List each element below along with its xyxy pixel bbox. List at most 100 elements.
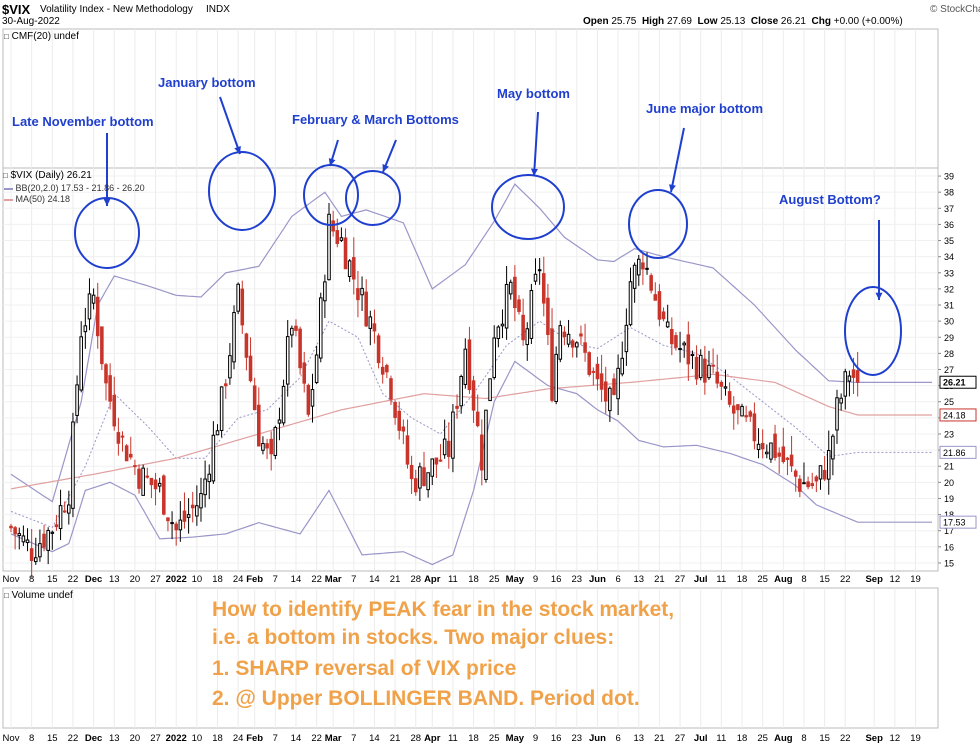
y-tick-label: 27 [944,365,954,375]
candle-body [620,357,625,375]
y-tick-label: 37 [944,204,954,214]
candle-body [678,348,682,351]
candle-body [492,337,496,379]
highlight-circle-february [303,164,359,226]
candle-body [318,297,323,359]
candle-body [306,384,311,415]
candle-body [826,450,831,480]
x-tick-label: 8 [29,574,34,585]
candle-body [186,514,191,518]
candle-body [500,323,505,327]
y-tick-label: 20 [944,478,954,488]
candle-body [120,435,125,438]
candle-body [67,504,71,514]
open-value: 25.75 [611,16,637,27]
candle-body [409,464,414,480]
candle-body [124,445,129,462]
arrow-line-may [533,111,539,177]
candle-body [587,352,591,375]
candle-body [851,369,856,378]
x-tick-label: Aug [774,574,793,585]
x-tick-label: May [506,733,525,744]
candle-body [760,442,765,450]
candle-body [649,275,653,291]
legend-bb-text: BB(20,2.0) 17.53 - 21.86 - 26.20 [15,183,145,193]
x-tick-label: 22 [311,574,322,585]
candle-body [310,389,315,407]
candle-body [727,391,732,405]
candle-body [100,326,104,365]
x-tick-label: 9 [533,733,538,744]
close-label: Close [750,16,779,27]
x-tick-label: 19 [910,574,921,585]
y-tick-label: 15 [944,558,954,568]
y-tick-label: 23 [944,429,954,439]
candle-body [785,457,790,460]
candle-body [698,354,703,379]
candle-body [818,465,823,480]
x-tick-label: 8 [801,733,806,744]
y-tick-label: 36 [944,220,954,230]
candle-body [756,443,761,451]
candle-body [13,527,17,535]
x-tick-label: 18 [468,733,479,744]
candle-body [207,473,212,483]
x-tick-label: 22 [68,574,79,585]
candle-body [488,378,492,402]
x-tick-label: 14 [369,574,380,585]
candle-body [682,342,686,346]
candle-body [810,483,815,487]
price-tag-ma: 24.18 [943,410,966,420]
x-tick-label: 7 [351,574,356,585]
legend-ma: MA(50) 24.18 [4,195,70,204]
x-tick-label: 28 [410,574,421,585]
candle-body [58,505,63,530]
x-tick-label: 14 [369,733,380,744]
x-tick-label: 10 [192,733,203,744]
candle-body [232,312,236,363]
volume-label: Volume undef [11,590,73,601]
x-tick-label: 22 [840,733,851,744]
candle-body [541,273,546,304]
x-tick-label: 15 [47,733,58,744]
candle-body [104,364,108,384]
candle-body [62,510,67,513]
x-tick-label: Sep [865,574,883,585]
x-tick-label: 21 [654,733,665,744]
candle-body [211,434,216,482]
candle-body [133,465,137,468]
candle-body [281,385,286,424]
candle-body [79,336,83,391]
candle-body [769,442,773,460]
candle-body [624,324,629,353]
chg-value: +0.00 (+0.00%) [833,16,903,27]
x-tick-label: 21 [390,574,401,585]
candle-body [314,354,319,384]
x-tick-label: 22 [68,733,79,744]
candle-body [798,478,802,492]
candle-body [773,433,777,458]
x-tick-label: 27 [675,733,686,744]
candle-body [215,430,220,436]
candle-body [298,328,302,369]
candle-body [116,432,121,444]
candle-body [75,384,79,416]
candle-body [657,291,662,320]
candle-body [533,273,538,282]
candle-body [277,419,282,424]
candle-body [723,386,728,389]
bb-middle-band [10,320,932,529]
y-tick-label: 18 [944,510,954,520]
candle-body [843,371,848,397]
exchange: INDX [206,4,230,15]
highlight-circle-march [345,170,401,226]
candle-body [744,415,748,418]
candle-body [562,331,567,338]
x-tick-label: Dec [85,733,102,744]
index-name: Volatility Index - New Methodology [40,4,193,15]
arrow-head-march [382,164,389,172]
x-tick-label: Jul [694,733,708,744]
candle-body [802,482,806,485]
candle-body [550,328,554,401]
candle-body [87,293,92,320]
